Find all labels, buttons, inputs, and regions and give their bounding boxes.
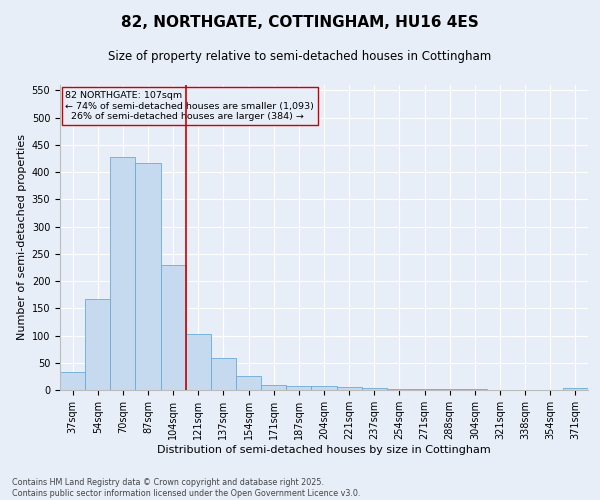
Bar: [311, 386, 337, 390]
Bar: [161, 264, 186, 390]
Text: Contains HM Land Registry data © Crown copyright and database right 2025.
Contai: Contains HM Land Registry data © Crown c…: [12, 478, 361, 498]
Y-axis label: Number of semi-detached properties: Number of semi-detached properties: [17, 134, 28, 340]
Text: 82, NORTHGATE, COTTINGHAM, HU16 4ES: 82, NORTHGATE, COTTINGHAM, HU16 4ES: [121, 15, 479, 30]
Bar: [563, 388, 588, 390]
Text: 82 NORTHGATE: 107sqm
← 74% of semi-detached houses are smaller (1,093)
  26% of : 82 NORTHGATE: 107sqm ← 74% of semi-detac…: [65, 91, 314, 121]
Bar: [236, 376, 261, 390]
Bar: [261, 384, 286, 390]
X-axis label: Distribution of semi-detached houses by size in Cottingham: Distribution of semi-detached houses by …: [157, 444, 491, 454]
Text: Size of property relative to semi-detached houses in Cottingham: Size of property relative to semi-detach…: [109, 50, 491, 63]
Bar: [387, 389, 412, 390]
Bar: [186, 334, 211, 390]
Bar: [136, 163, 161, 390]
Bar: [85, 298, 110, 390]
Bar: [60, 372, 85, 390]
Bar: [286, 386, 311, 390]
Bar: [362, 388, 387, 390]
Bar: [337, 388, 362, 390]
Bar: [211, 358, 236, 390]
Bar: [110, 157, 136, 390]
